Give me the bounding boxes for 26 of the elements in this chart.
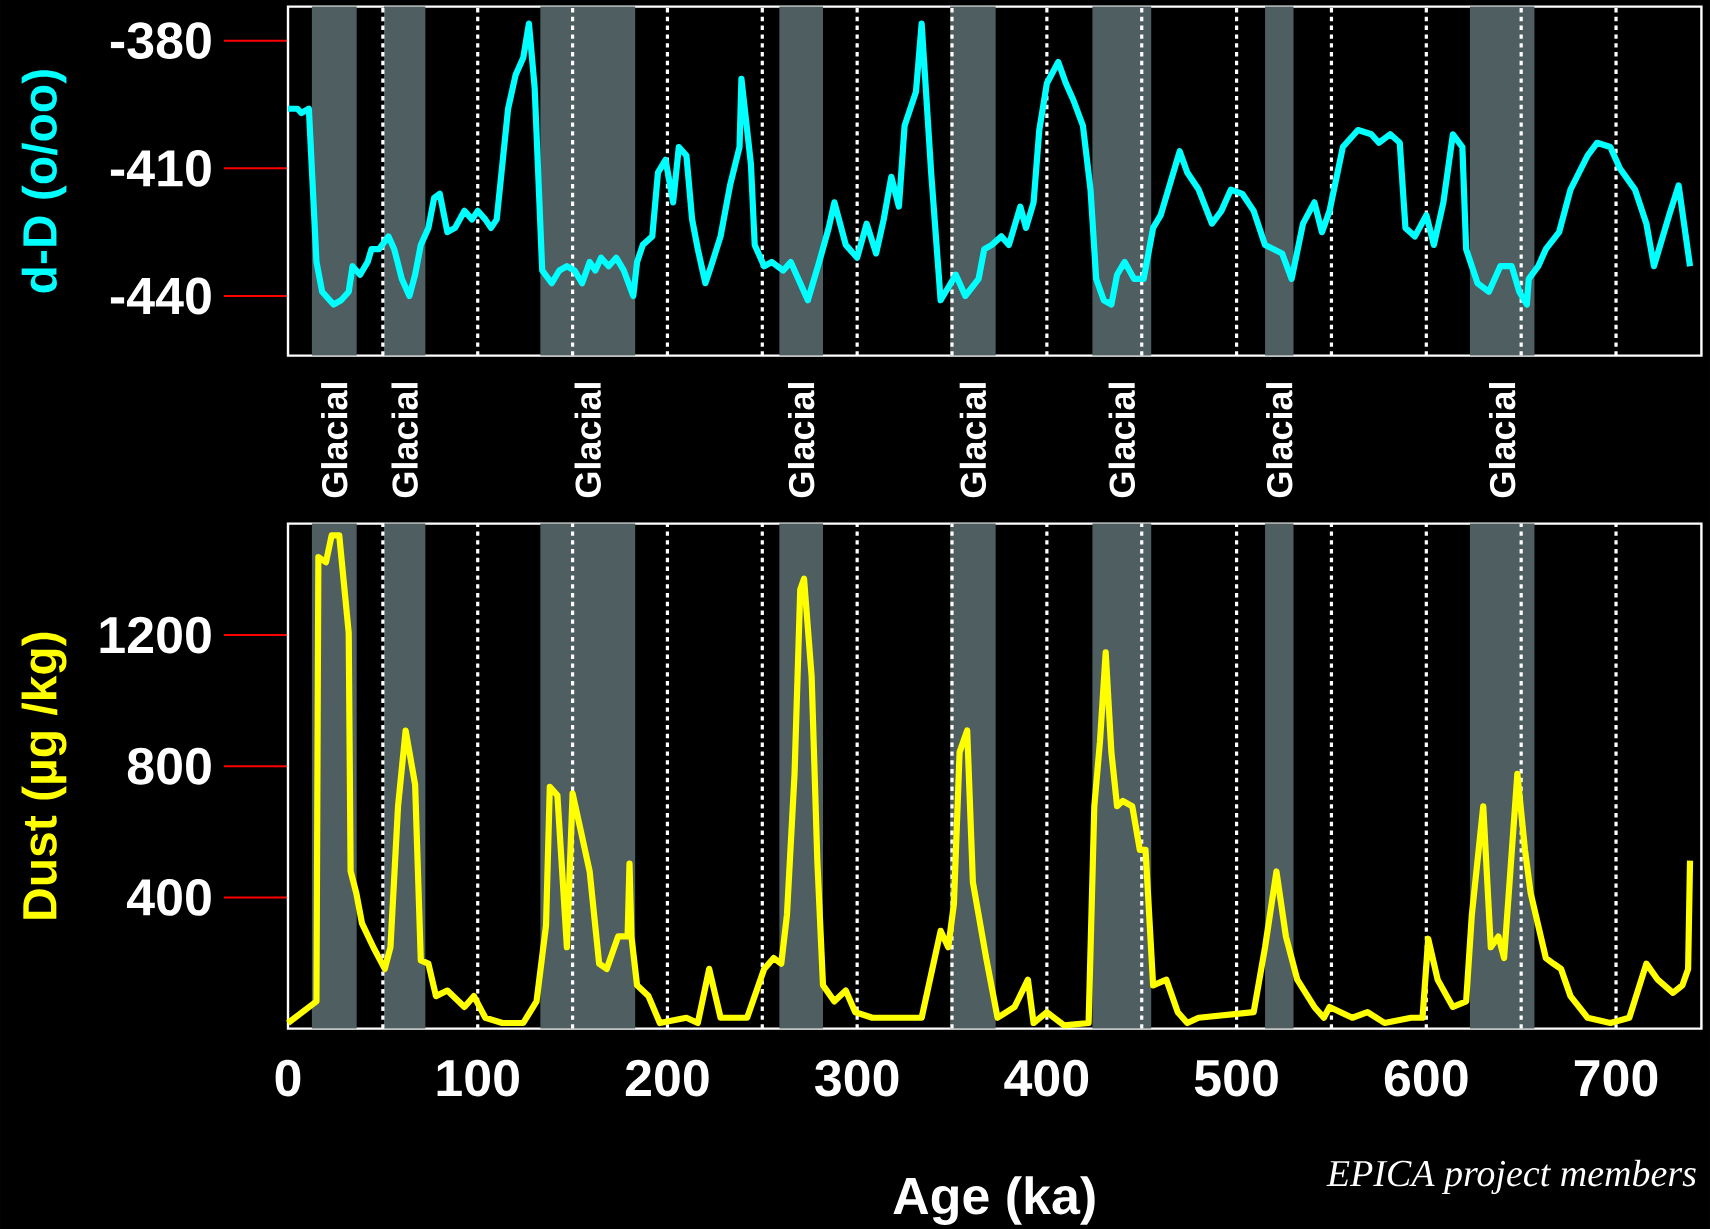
y-tick-label: 800 — [127, 747, 211, 785]
band-label: Glacial — [1488, 383, 1516, 498]
x-tick-label: 500 — [1194, 1059, 1278, 1097]
band-label: Glacial — [574, 383, 601, 498]
band-label: Glacial — [321, 383, 348, 498]
band-label: Glacial — [1108, 383, 1136, 498]
x-axis-title: Age (ka) — [893, 1176, 1095, 1225]
x-tick-label: 600 — [1384, 1059, 1468, 1097]
x-tick-label: 700 — [1574, 1059, 1658, 1097]
x-tick-label: 400 — [1004, 1059, 1089, 1097]
band-label: Glacial — [787, 383, 815, 498]
x-tick-label: 0 — [275, 1059, 301, 1097]
y-tick-label: 1200 — [100, 616, 211, 654]
y-tick-label: -440 — [110, 277, 211, 315]
y-tick-label: -380 — [110, 22, 211, 60]
x-tick-label: 100 — [437, 1059, 519, 1097]
y-tick-label: -410 — [110, 149, 211, 187]
band-label: Glacial — [391, 383, 418, 498]
y-axis-title: Dust (µg /kg) — [21, 632, 67, 919]
band-label: Glacial — [959, 383, 987, 498]
band-label: Glacial — [1266, 383, 1293, 498]
y-axis-title: d-D (o/oo) — [21, 70, 67, 293]
x-tick-label: 200 — [625, 1059, 709, 1097]
text: EPICA project members — [1326, 1159, 1696, 1195]
y-tick-label: 400 — [126, 878, 211, 916]
x-tick-label: 300 — [814, 1059, 899, 1097]
